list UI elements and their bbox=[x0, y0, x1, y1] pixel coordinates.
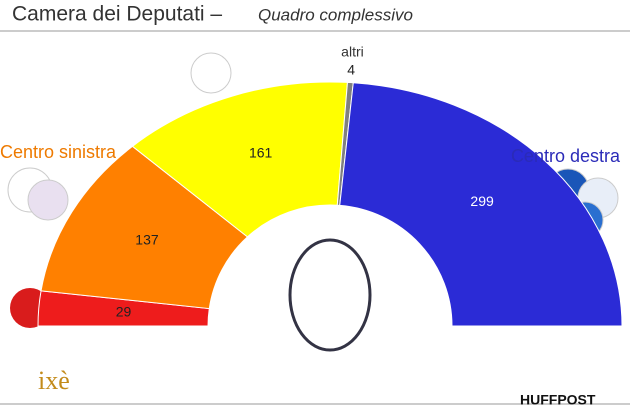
group-label: Centro sinistra bbox=[0, 142, 117, 162]
group-label: Centro destra bbox=[511, 146, 621, 166]
chart-subtitle: Quadro complessivo bbox=[258, 5, 413, 24]
segment bbox=[40, 145, 249, 310]
emblem bbox=[288, 238, 372, 352]
value-label: 161 bbox=[249, 145, 273, 161]
segment bbox=[339, 82, 623, 327]
logo-coalition bbox=[27, 179, 69, 221]
value-label: 299 bbox=[470, 193, 494, 209]
logo-huffpost: HUFFPOST bbox=[520, 392, 596, 408]
segment bbox=[131, 81, 349, 238]
category-label: altri bbox=[341, 43, 364, 59]
value-label: 137 bbox=[135, 231, 159, 247]
logo-ixe: ixè bbox=[38, 366, 70, 395]
value-label: 29 bbox=[116, 304, 132, 320]
value-label: 4 bbox=[347, 61, 355, 77]
chart-title: Camera dei Deputati – bbox=[12, 3, 222, 26]
logo-m5s bbox=[190, 52, 232, 94]
